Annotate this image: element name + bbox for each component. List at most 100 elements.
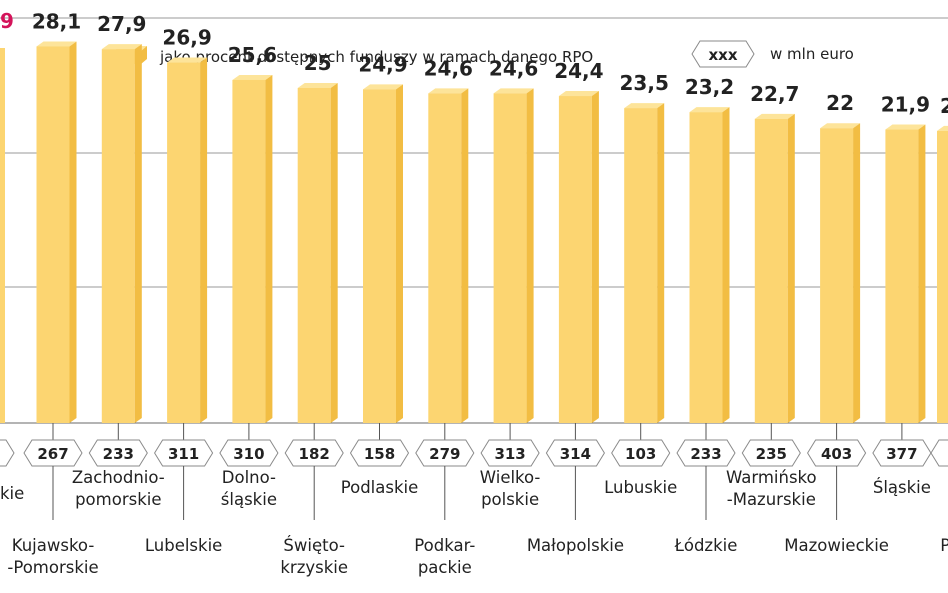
badge-shape [676, 439, 736, 467]
bar-group: 28,1 [32, 9, 81, 440]
bar-top-face [754, 113, 795, 119]
region-label: Lubelskie [145, 536, 222, 555]
bar-side-face [526, 88, 534, 424]
badge-shape [741, 439, 801, 467]
amount-badge: 267 [23, 439, 83, 467]
value-label-partial: 9 [0, 9, 14, 33]
bar-side-face [853, 123, 861, 423]
amount-badge: 310 [219, 439, 279, 467]
bar-top-face [558, 91, 599, 97]
amount-badge: 377 [872, 439, 932, 467]
bar [101, 49, 135, 423]
value-label: 25 [304, 51, 332, 75]
bar-group: 27,9 [97, 12, 146, 440]
bar-side-face [69, 41, 77, 424]
region-label: Lubuskie [604, 478, 677, 497]
bar-side-face [330, 83, 338, 423]
bar-group: 22 [820, 91, 861, 440]
amount-badge: 313 [480, 439, 540, 467]
value-label: 21,9 [881, 93, 930, 117]
bar [232, 79, 266, 424]
value-label: 28,1 [32, 9, 81, 33]
bar-side-face [657, 103, 665, 423]
bar-top-face [232, 74, 273, 80]
bar [167, 62, 201, 423]
bar-group: 22,7 [750, 82, 799, 440]
badge-value: 279 [429, 445, 460, 463]
region-label: Śląskie [873, 478, 931, 497]
badge-value: 182 [299, 445, 330, 463]
badge-value: 158 [364, 445, 395, 463]
region-label: Warmińsko -Mazurskie [726, 468, 817, 509]
bar [428, 93, 462, 424]
bar-top-face [937, 125, 948, 131]
bar-group: 21,9 [881, 93, 930, 440]
amount-badge [930, 439, 948, 467]
legend-bars-label: jako procent dostępnych funduszy w ramac… [159, 48, 593, 66]
value-label: 22 [826, 91, 854, 115]
bar [558, 96, 592, 423]
amount-badge: 311 [154, 439, 214, 467]
bar-top-face [101, 44, 142, 50]
badge-value: 313 [494, 445, 525, 463]
value-label: 24,9 [358, 52, 407, 76]
bar-group: 24,6 [424, 56, 473, 440]
bar-top-face [493, 88, 534, 94]
badge-value: 311 [168, 445, 199, 463]
bar-group: 25,6 [228, 43, 277, 440]
value-label: 24,4 [554, 59, 603, 83]
region-label-partial: kie [0, 484, 24, 503]
bar-side-face [461, 88, 469, 424]
bar-top-face [820, 123, 861, 129]
badge-value: 377 [886, 445, 917, 463]
region-label: Podlaskie [341, 478, 419, 497]
bar [493, 93, 527, 424]
legend: jako procent dostępnych funduszy w ramac… [114, 40, 854, 68]
legend-badge-label: w mln euro [770, 45, 854, 63]
amount-badge: 235 [741, 439, 801, 467]
bar-side-face [722, 107, 730, 424]
value-label: 23,2 [685, 75, 734, 99]
bar [297, 88, 331, 423]
bar-group: 24,6 [489, 56, 538, 440]
badge-shape [23, 439, 83, 467]
bar-group: 2 [937, 94, 948, 423]
badge-shape [284, 439, 344, 467]
bar-group: 24,9 [358, 52, 408, 440]
badge-value: 103 [625, 445, 656, 463]
badge-value: 233 [103, 445, 134, 463]
badge-shape [88, 439, 148, 467]
region-label: Dolno-śląskie [221, 468, 277, 509]
bar-group: 25 [297, 51, 338, 440]
region-labels: kie Kujawsko--Pomorskie Zachodnio-pomorski… [0, 466, 948, 577]
value-label: 22,7 [750, 82, 799, 106]
value-label: 24,6 [424, 56, 473, 80]
bar-top-face [689, 107, 730, 113]
bar-side-face [591, 91, 599, 423]
bar [937, 130, 948, 423]
badge-value: 235 [756, 445, 787, 463]
badge-shape [154, 439, 214, 467]
bar [820, 128, 854, 423]
value-label: 24,6 [489, 56, 538, 80]
bar-partial [0, 48, 5, 423]
bars: 9 28,1 27,9 26,9 25,6 25 24,9 24,6 24,6 24,4 23,5 2… [0, 9, 948, 440]
badge-shape [807, 439, 867, 467]
bar-side-face [787, 113, 795, 423]
bar [885, 129, 919, 424]
region-label: Kujawsko--Pomorskie [7, 536, 98, 577]
badge-value: 403 [821, 445, 852, 463]
value-label: 25,6 [228, 43, 277, 67]
value-label: 27,9 [97, 12, 146, 36]
badge-shape [611, 439, 671, 467]
bar [624, 108, 658, 423]
bar-top-face [885, 124, 926, 130]
bar-group: 26,9 [162, 26, 212, 440]
region-label: Małopolskie [527, 536, 624, 555]
badge-shape [349, 439, 410, 467]
bar-side-face [918, 124, 926, 423]
bar-side-face [396, 84, 403, 423]
bar-top-face [363, 84, 403, 90]
badge-shape [545, 439, 605, 467]
